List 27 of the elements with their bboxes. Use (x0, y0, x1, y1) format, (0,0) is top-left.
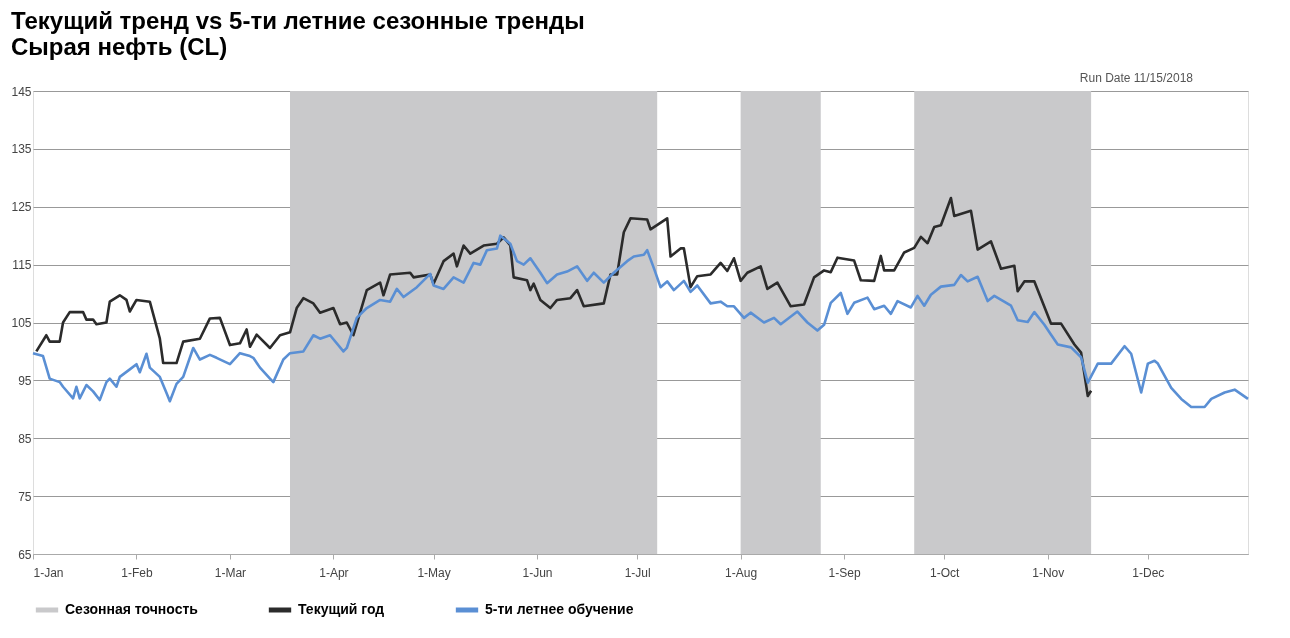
legend-label: 5-ти летнее обучение (485, 601, 634, 617)
x-tick-label: 1-May (417, 565, 451, 580)
legend-label: Текущий год (298, 601, 385, 617)
y-tick-label: 95 (18, 373, 32, 388)
x-tick-label: 1-Oct (930, 565, 961, 580)
y-tick-label: 85 (18, 431, 32, 446)
x-tick-label: 1-Nov (1032, 565, 1065, 580)
x-tick-label: 1-Jun (522, 565, 553, 580)
y-tick-label: 105 (11, 316, 32, 330)
y-tick-label: 135 (11, 142, 32, 157)
x-tick-label: 1-Mar (214, 565, 247, 580)
x-tick-label: 1-Jan (33, 565, 64, 580)
x-tick-label: 1-Feb (121, 565, 153, 580)
x-tick-label: 1-Dec (1132, 565, 1165, 580)
x-tick-label: 1-Jul (624, 565, 651, 580)
x-tick-label: 1-Aug (725, 565, 758, 580)
y-tick-label: 145 (11, 84, 32, 99)
text: Сырая нефть (CL) (10, 33, 228, 60)
text: Текущий тренд vs 5-ти летние сезонные тренды (10, 7, 585, 34)
x-tick-label: 1-Sep (828, 565, 861, 580)
y-tick-label: 115 (12, 258, 32, 273)
legend-label: Сезонная точность (65, 601, 199, 617)
y-tick-label: 75 (18, 489, 32, 504)
text: Run Date 11/15/2018 (1079, 71, 1194, 85)
y-tick-label: 65 (18, 547, 32, 562)
x-tick-label: 1-Apr (319, 565, 349, 580)
y-tick-label: 125 (11, 200, 32, 215)
